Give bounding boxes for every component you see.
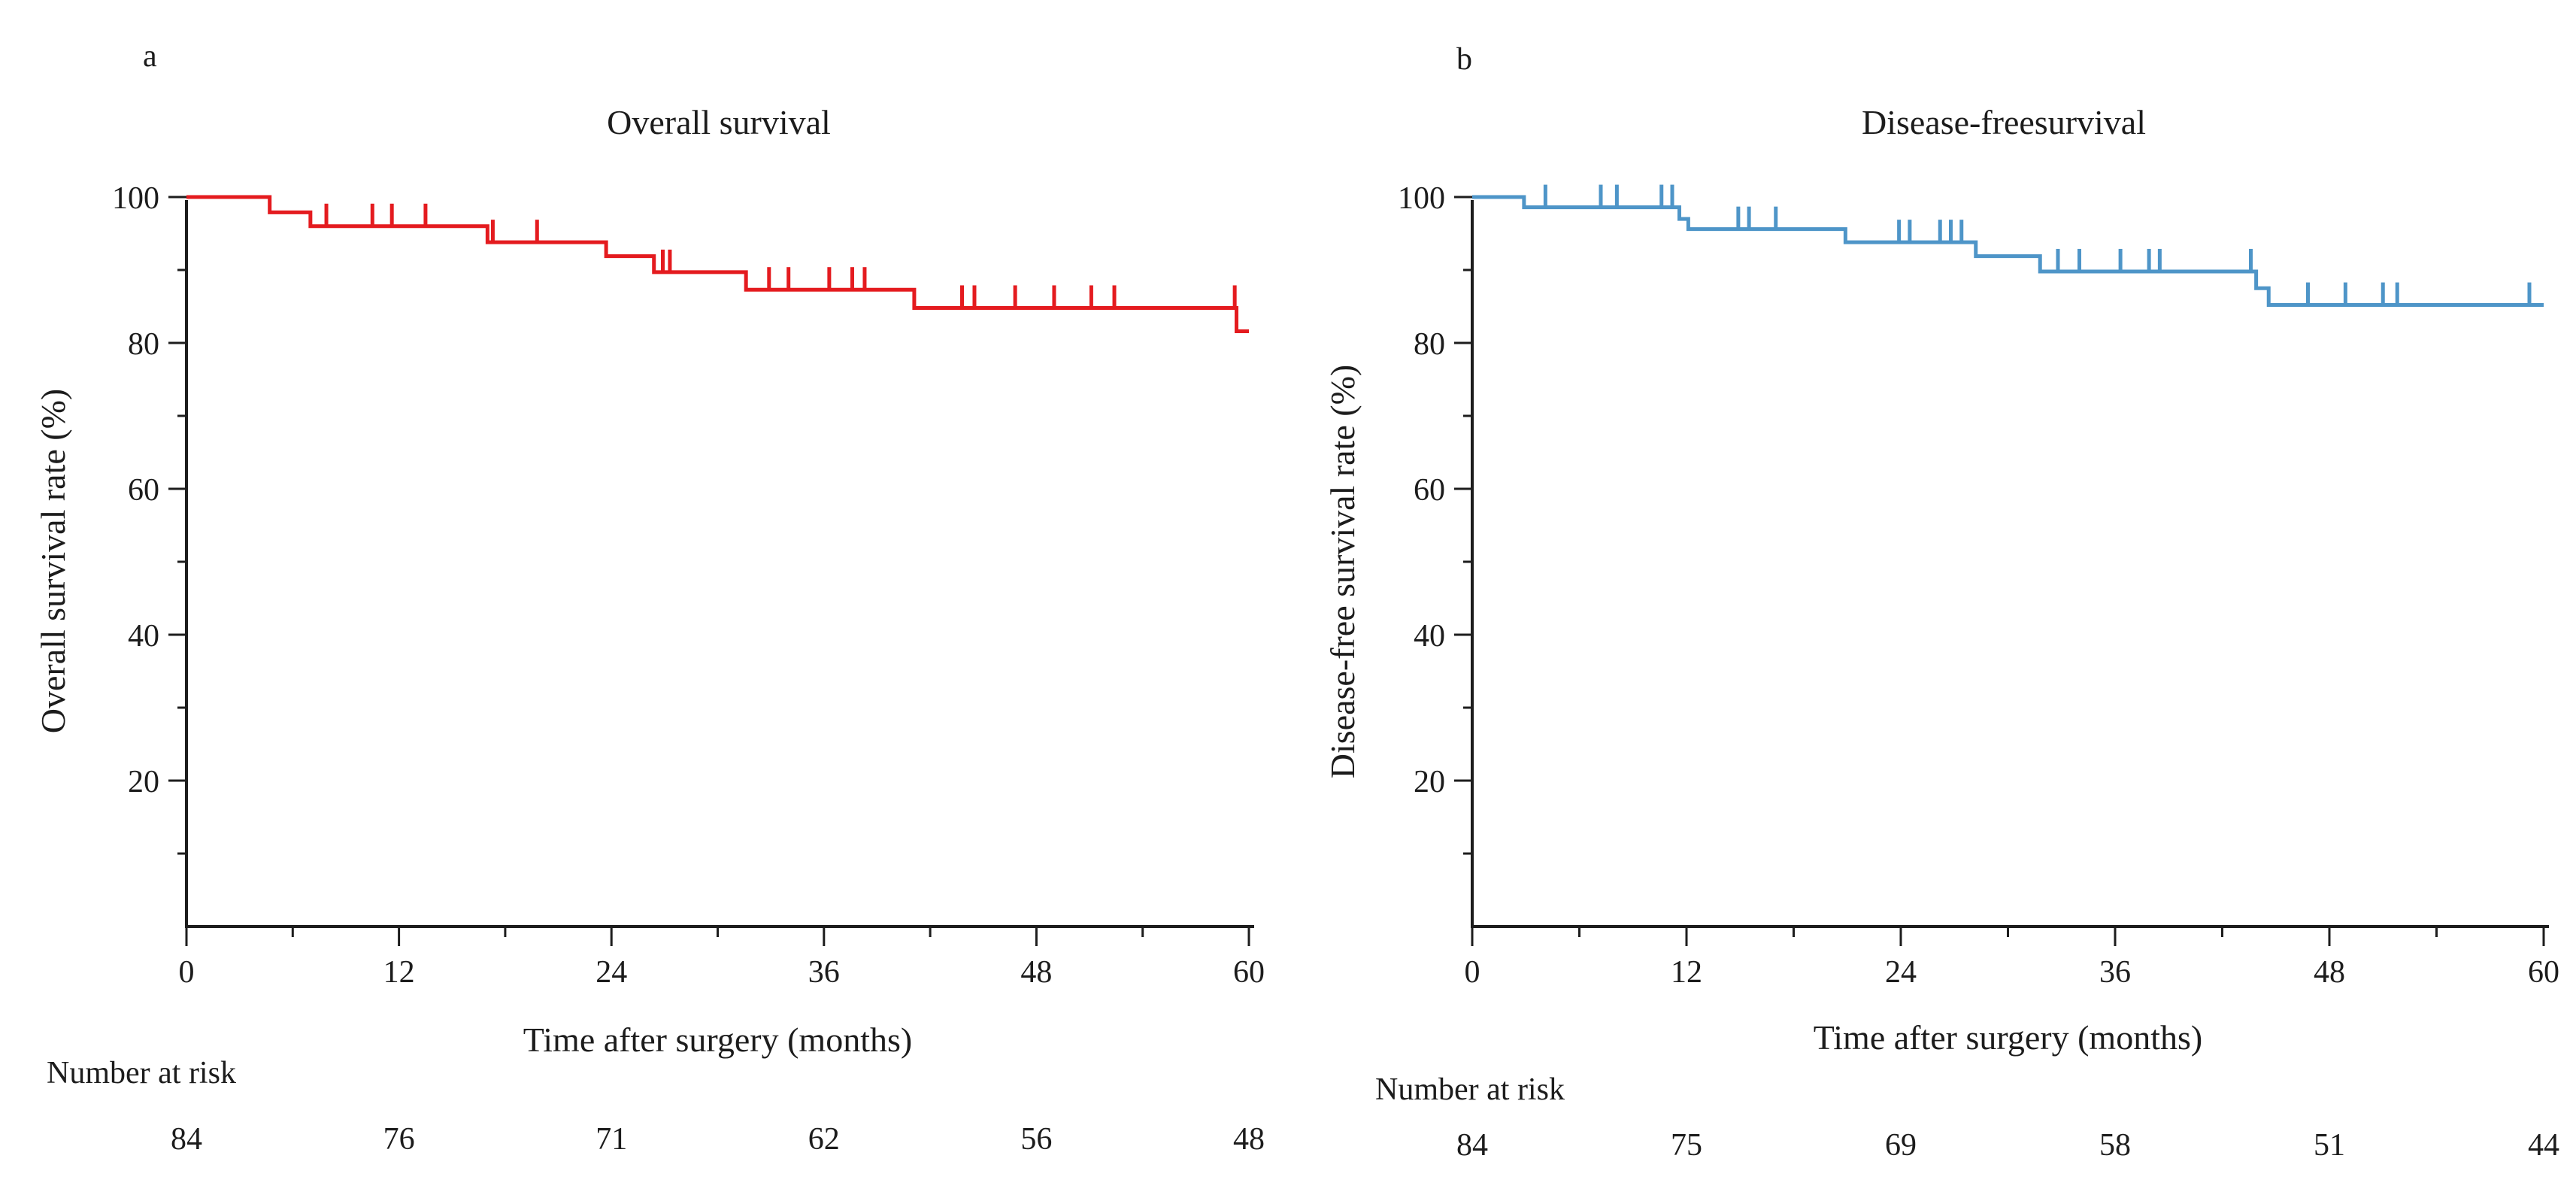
risk-count: 48 [1233,1122,1265,1157]
chart-title: Overall survival [607,103,831,141]
x-tick-label: 12 [383,955,415,990]
y-tick-label: 100 [1398,181,1445,216]
panel-overall-survival: a Overall survival Overall survival rate (… [34,39,1265,1157]
x-tick-label: 0 [1465,955,1480,990]
x-tick-label: 24 [1885,955,1917,990]
x-tick-label: 36 [2099,955,2131,990]
y-tick-label: 100 [112,181,159,216]
risk-count: 56 [1020,1122,1052,1157]
risk-count: 44 [2528,1128,2559,1163]
x-tick-label: 60 [2528,955,2559,990]
risk-count: 69 [1885,1128,1917,1163]
x-tick-label: 36 [808,955,840,990]
x-tick-label: 0 [179,955,195,990]
survival-plot-svg: b Disease-freesurvival Disease-free surviv… [1323,42,2559,1163]
x-tick-label: 60 [1233,955,1265,990]
x-tick-label: 12 [1671,955,1702,990]
risk-count: 76 [383,1122,415,1157]
y-tick-label: 40 [128,619,159,654]
number-at-risk-label: Number at risk [47,1056,236,1090]
x-axis-label: Time after surgery (months) [1814,1018,2202,1057]
y-axis-label: Disease-free survival rate (%) [1323,365,1362,778]
y-tick-label: 60 [1414,473,1445,508]
risk-count: 75 [1671,1128,1702,1163]
risk-count: 51 [2314,1128,2345,1163]
risk-count: 84 [171,1122,202,1157]
y-tick-label: 60 [128,473,159,508]
y-tick-label: 40 [1414,619,1445,654]
x-tick-label: 24 [596,955,627,990]
risk-count: 84 [1456,1128,1488,1163]
x-axis-label: Time after surgery (months) [523,1021,912,1059]
panel-disease-free-survival: b Disease-freesurvival Disease-free surviv… [1288,0,2576,1201]
y-tick-label: 20 [128,765,159,799]
number-at-risk-label: Number at risk [1375,1072,1565,1107]
chart-title: Disease-freesurvival [1862,103,2146,141]
x-tick-label: 48 [2314,955,2345,990]
x-tick-label: 48 [1020,955,1052,990]
y-axis-label: Overall survival rate (%) [34,389,72,734]
panel-letter: a [143,39,157,74]
survival-curve [186,195,1249,333]
risk-count: 62 [808,1122,840,1157]
y-tick-label: 20 [1414,765,1445,799]
risk-count: 71 [596,1122,627,1157]
panel-letter: b [1456,42,1472,77]
survival-plot-svg: a Overall survival Overall survival rate (… [34,39,1265,1157]
y-tick-label: 80 [1414,327,1445,362]
y-tick-label: 80 [128,327,159,362]
risk-count: 58 [2099,1128,2131,1163]
